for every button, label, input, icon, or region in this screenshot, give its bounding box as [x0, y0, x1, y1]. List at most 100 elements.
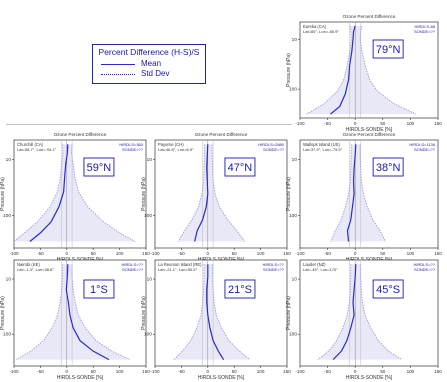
chart-panel-2: Ozone Percent Difference 10 100 -100 -50 0 50 1…	[141, 132, 291, 263]
x-tick-label: -100	[295, 121, 305, 126]
std-dev-line	[359, 144, 386, 242]
stats-hirdls: HIRDLS=??	[263, 262, 285, 267]
y-tick-label: 100	[289, 213, 297, 219]
stats-hirdls: HIRDLS=??	[414, 262, 436, 267]
y-tick-label: 100	[289, 332, 297, 338]
x-tick-label: -100	[295, 369, 305, 374]
stats-sonde: SONDE=??	[414, 147, 436, 152]
station-name: Nairobi (KE)	[17, 262, 40, 267]
latitude-label: 79°N	[376, 44, 401, 56]
y-tick-label: 10	[147, 277, 153, 283]
std-dev-line	[359, 25, 417, 115]
std-dev-line	[177, 144, 205, 242]
legend-swatch-std	[101, 74, 135, 75]
legend-swatch-mean	[101, 64, 135, 65]
y-axis-label: Pressure (hPa)	[141, 296, 147, 330]
x-tick-label: -100	[295, 251, 305, 256]
y-axis-label: Pressure (hPa)	[0, 296, 6, 330]
std-dev-line	[13, 144, 64, 242]
x-tick-label: 0	[354, 121, 357, 126]
std-dev-line	[330, 144, 352, 242]
x-tick-label: -50	[324, 251, 331, 256]
std-dev-line	[317, 264, 352, 360]
y-tick-label: 10	[292, 277, 298, 283]
stats-hirdls: HIRDLS=360	[119, 142, 143, 147]
y-tick-label: 100	[144, 213, 152, 219]
panel-title: Ozone Percent Difference	[343, 14, 396, 19]
std-dev-line	[71, 264, 131, 361]
x-tick-label: -100	[150, 369, 160, 374]
x-tick-label: -100	[150, 251, 160, 256]
mean-line	[332, 264, 357, 361]
x-tick-label: 100	[116, 369, 124, 374]
legend-label-mean: Mean	[141, 59, 162, 68]
chart-panel-5: 10 100 -100 -50 0 50 100 150 HIRDLS-SONDE [%] Pre…	[141, 259, 291, 381]
x-tick-label: -50	[37, 369, 44, 374]
x-tick-label: 100	[116, 251, 124, 256]
x-tick-label: 50	[91, 369, 97, 374]
y-axis-label: Pressure (hPa)	[0, 177, 6, 211]
mean-line	[194, 144, 209, 242]
x-tick-label: 50	[380, 121, 386, 126]
station-coords: Lat=-1.3°, Lon=36.8°	[17, 267, 54, 272]
x-tick-label: 50	[380, 251, 386, 256]
latitude-badge	[224, 157, 256, 177]
station-coords: Lat=-45°, Lon=170°	[303, 267, 338, 272]
spread-area	[14, 144, 136, 242]
x-tick-label: 0	[66, 369, 69, 374]
latitude-label: 45°S	[376, 284, 400, 296]
x-tick-label: 150	[434, 121, 442, 126]
section-divider	[6, 124, 292, 125]
latitude-label: 59°N	[87, 162, 112, 174]
station-coords: Lat=37.9°, Lon=-75.5°	[303, 147, 343, 152]
x-axis-label: HIRDLS-SONDE [%]	[198, 375, 245, 381]
x-tick-label: 0	[354, 369, 357, 374]
stats-hirdls: HIRDLS=1136	[409, 142, 435, 147]
x-tick-label: -50	[178, 251, 185, 256]
x-tick-label: -50	[178, 369, 185, 374]
legend-title: Percent Difference (H-S)/S	[98, 47, 200, 57]
x-tick-label: 150	[283, 369, 291, 374]
x-axis-label: HIRDLS-SONDE [%]	[346, 127, 393, 133]
panel-title: Ozone Percent Difference	[54, 132, 107, 137]
stats-sonde: SONDE=??	[122, 147, 144, 152]
legend-label-std: Std Dev	[141, 69, 170, 78]
station-name: Eureka (CA)	[303, 24, 327, 29]
y-tick-label: 100	[3, 332, 11, 338]
legend-row-mean: Mean	[101, 59, 201, 69]
latitude-label: 47°N	[228, 162, 253, 174]
y-tick-label: 10	[292, 157, 298, 163]
x-tick-label: 50	[91, 251, 97, 256]
spread-area	[16, 264, 131, 360]
x-tick-label: 150	[142, 251, 150, 256]
y-axis-label: Pressure (hPa)	[286, 53, 292, 87]
mean-line	[65, 264, 110, 361]
x-tick-label: -100	[9, 369, 19, 374]
station-coords: Lat=46.8°, Lon=6.9°	[158, 147, 194, 152]
latitude-badge	[224, 279, 256, 299]
stats-sonde: SONDE=??	[263, 267, 285, 272]
mean-line	[329, 25, 356, 115]
spread-area	[174, 264, 251, 360]
panel-title: Ozone Percent Difference	[343, 132, 396, 137]
y-tick-label: 10	[292, 37, 298, 43]
y-axis-label: Pressure (hPa)	[286, 296, 292, 330]
x-tick-label: -50	[37, 251, 44, 256]
x-tick-label: 150	[434, 251, 442, 256]
chart-panel-1: Ozone Percent Difference 10 100 -100 -50 0 50 1…	[0, 132, 150, 263]
y-tick-label: 100	[3, 213, 11, 219]
std-dev-line	[173, 264, 205, 360]
y-tick-label: 100	[289, 87, 297, 93]
x-tick-label: 100	[257, 369, 265, 374]
station-name: Wallops Island (US)	[303, 142, 340, 147]
y-tick-label: 10	[6, 157, 12, 163]
x-tick-label: -50	[324, 369, 331, 374]
latitude-label: 21°S	[228, 284, 252, 296]
mean-line	[206, 264, 225, 360]
x-tick-label: 0	[207, 251, 210, 256]
x-tick-label: 100	[407, 251, 415, 256]
y-tick-label: 100	[144, 332, 152, 338]
station-coords: Lat=80°, Lon=-86.9°	[303, 29, 339, 34]
spread-area	[330, 144, 386, 242]
